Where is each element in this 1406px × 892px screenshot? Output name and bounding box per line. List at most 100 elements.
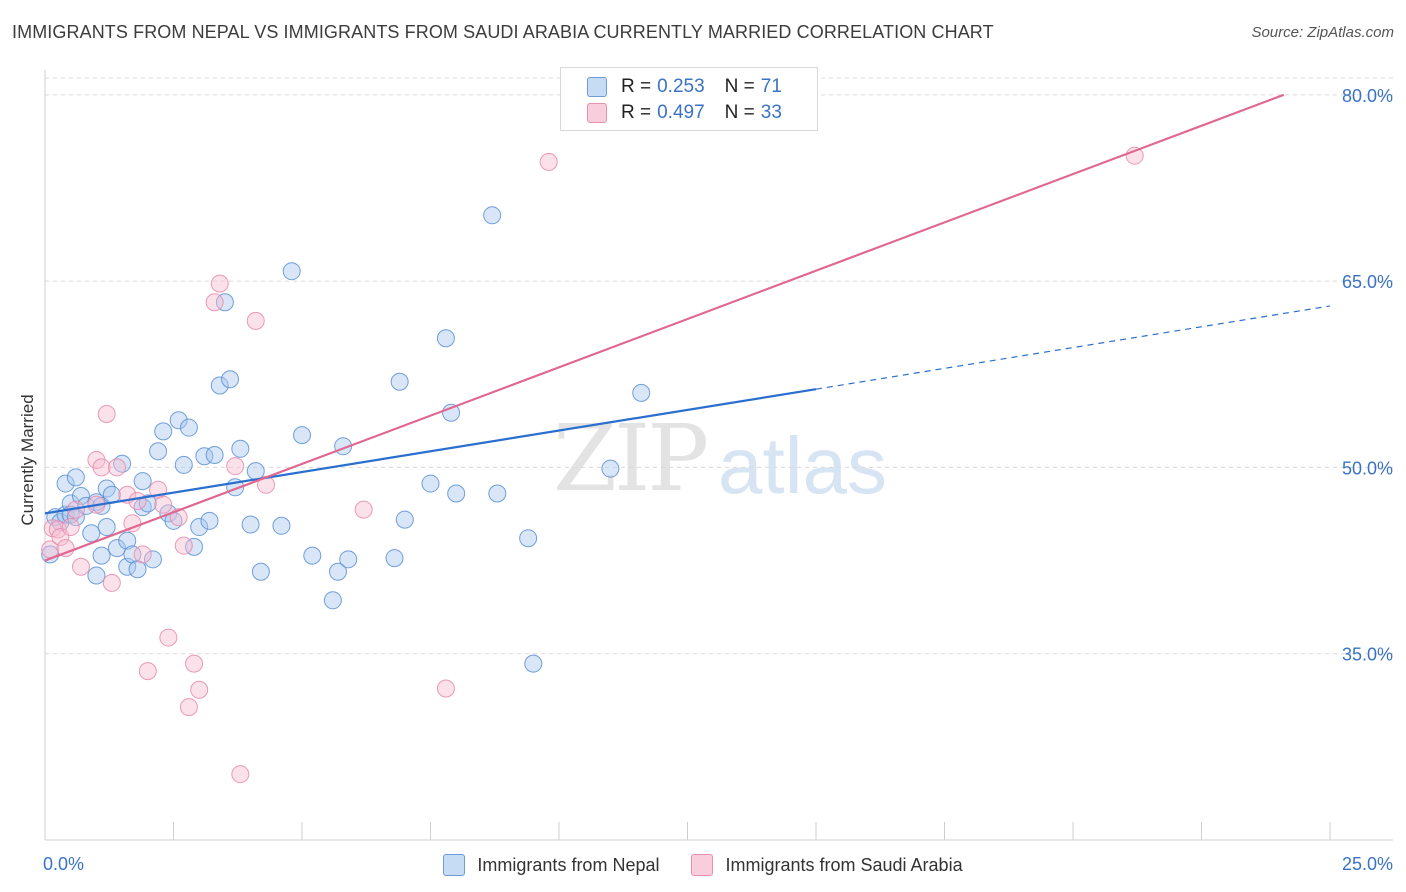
nepal-point [92,546,111,565]
nepal-point [395,510,414,529]
legend-n-label: N = [724,102,755,123]
source-label: Source: ZipAtlas.com [1251,24,1394,41]
saudi-point [226,457,245,476]
legend-row-nepal: R = 0.253 N = 71 [587,75,782,99]
saudi-point [174,536,193,555]
nepal-point [87,566,106,585]
saudi-point [539,152,558,171]
legend-r-value: 0.497 [657,102,705,123]
nepal-point [205,446,224,464]
chart-title: IMMIGRANTS FROM NEPAL VS IMMIGRANTS FROM… [12,22,994,42]
legend-r-label: R = [621,102,652,123]
legend-n-value: 71 [760,76,782,97]
nepal-point [390,372,409,391]
nepal-point [82,524,101,543]
nepal-point [118,531,137,550]
legend-r-label: R = [621,76,652,97]
nepal-point [210,376,229,395]
saudi-point [205,293,224,312]
nepal-point [282,262,301,281]
series-legend-item-nepal: Immigrants from Nepal [443,854,659,876]
series-legend-swatch-saudi [691,854,714,876]
nepal-point [323,591,342,610]
nepal-point [436,329,455,348]
nepal-point [241,515,260,534]
nepal-point [447,484,466,503]
nepal-point [179,418,198,437]
saudi-point [107,458,126,477]
nepal-point [328,562,347,581]
nepal-point [231,439,250,458]
y-tick-label: 80.0% [1342,86,1393,106]
y-tick-label: 65.0% [1342,272,1393,292]
nepal-point [221,370,240,389]
saudi-point [123,514,142,533]
nepal-point [632,383,651,402]
nepal-trendline-extension [815,305,1331,390]
nepal-point [251,562,270,581]
saudi-point [61,518,80,537]
saudi-point [354,500,373,519]
saudi-point [92,458,111,477]
nepal-point [488,484,507,503]
legend-n-label: N = [724,76,755,97]
nepal-point [138,494,157,513]
nepal-point [215,293,234,312]
saudi-point [231,765,250,784]
saudi-point [102,573,121,592]
nepal-point [133,472,152,491]
legend-swatch-saudi [587,103,607,123]
nepal-point [601,459,620,478]
saudi-point [159,628,178,647]
x-tick-label: 25.0% [1342,854,1393,874]
saudi-point [154,495,173,514]
saudi-point [185,654,204,673]
series-legend-label-nepal: Immigrants from Nepal [477,854,660,875]
saudi-point [179,698,198,717]
watermark-atlas: atlas [718,421,887,510]
nepal-point [66,468,85,487]
nepal-point [303,546,322,565]
series-legend-label-saudi: Immigrants from Saudi Arabia [725,854,963,875]
legend-row-saudi: R = 0.497 N = 33 [587,101,782,125]
saudi-point [128,491,147,510]
series-legend: Immigrants from Nepal Immigrants from Sa… [0,852,1406,878]
x-tick-label: 0.0% [43,854,84,874]
legend-swatch-nepal [587,77,607,97]
nepal-point [56,474,75,493]
legend-r-value: 0.253 [657,76,705,97]
saudi-point [138,662,157,681]
saudi-trendline [44,93,1285,562]
correlation-legend: R = 0.253 N = 71 R = 0.497 N = 33 [560,67,818,131]
saudi-point [71,557,90,576]
nepal-point [154,422,173,441]
watermark-zip: ZIP [553,405,709,512]
nepal-point [421,474,440,493]
y-tick-label: 50.0% [1342,458,1393,478]
saudi-point [436,679,455,698]
saudi-point [97,405,116,424]
y-tick-label: 35.0% [1342,645,1393,665]
saudi-point [190,680,209,699]
nepal-point [174,455,193,474]
nepal-point [524,654,543,673]
nepal-point [483,206,502,225]
legend-n-value: 33 [760,102,782,123]
nepal-trendline [44,388,817,515]
nepal-point [143,550,162,569]
nepal-point [293,426,311,445]
nepal-point [200,511,219,530]
saudi-point [246,311,265,330]
nepal-point [519,529,538,548]
nepal-point [339,550,358,569]
series-legend-item-saudi: Immigrants from Saudi Arabia [691,854,963,876]
saudi-point [210,274,229,293]
nepal-point [385,549,404,568]
nepal-point [169,411,188,430]
nepal-point [97,518,116,537]
nepal-point [71,486,90,505]
nepal-point [149,442,168,461]
nepal-point [272,516,291,535]
nepal-point [107,539,126,558]
